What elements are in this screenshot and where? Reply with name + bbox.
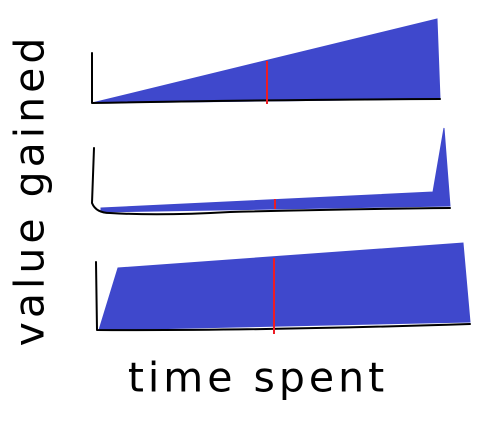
axes xyxy=(91,52,441,104)
y-axis-label: value gained xyxy=(5,33,54,347)
value-area xyxy=(98,242,471,331)
axes xyxy=(95,261,471,332)
panel-late-spike xyxy=(91,127,451,216)
panel-early-jump xyxy=(95,242,471,334)
axes xyxy=(91,147,451,216)
x-axis-label: time spent xyxy=(127,353,389,402)
panel-steady-growth xyxy=(91,18,441,104)
